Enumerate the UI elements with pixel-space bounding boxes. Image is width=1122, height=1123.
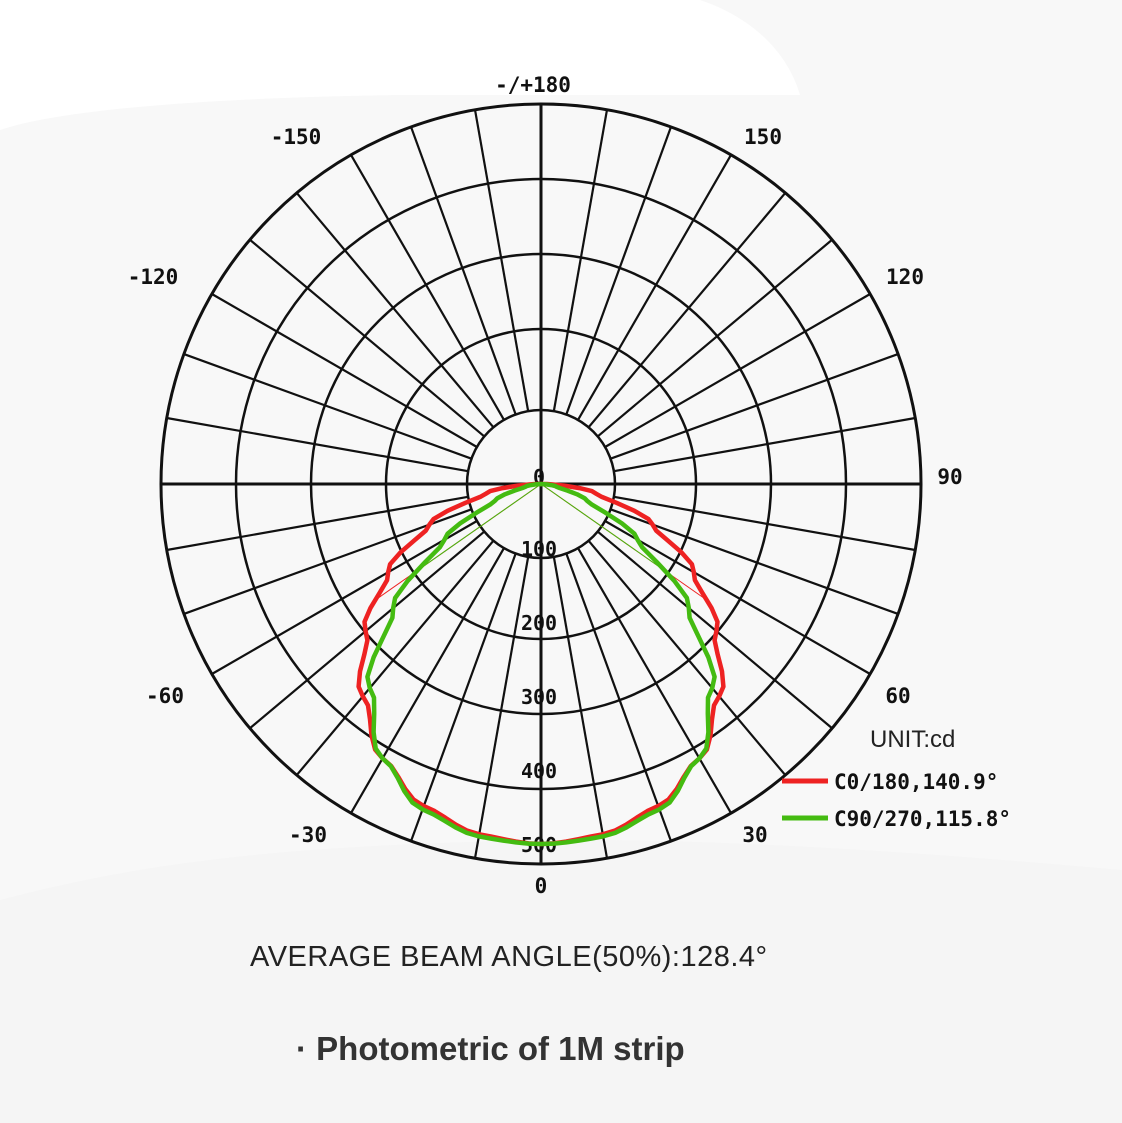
- angle-label: -150: [271, 125, 322, 149]
- grid-spoke: [350, 547, 505, 814]
- grid-spoke: [613, 495, 916, 552]
- polar-grid: [159, 102, 923, 866]
- series-layer: [356, 481, 726, 847]
- grid-spoke: [350, 154, 505, 421]
- legend-label-c0-180: C0/180,140.9°: [834, 770, 998, 794]
- average-beam-angle: AVERAGE BEAM ANGLE(50%):128.4°: [250, 941, 768, 973]
- grid-spoke: [409, 553, 517, 842]
- legend-label-c90-270: C90/270,115.8°: [834, 807, 1011, 831]
- angle-label: -30: [289, 823, 327, 847]
- angle-label: 0: [535, 874, 548, 898]
- angle-label: 90: [937, 465, 962, 489]
- grid-spoke: [166, 416, 469, 473]
- grid-spoke: [552, 556, 609, 859]
- ring-label: 300: [521, 685, 557, 709]
- ring-label: 200: [521, 611, 557, 635]
- grid-spoke: [249, 238, 486, 438]
- grid-spoke: [587, 192, 787, 429]
- angle-label: -60: [146, 684, 184, 708]
- angle-label: -/+180: [495, 73, 571, 97]
- grid-spoke: [295, 192, 495, 429]
- angle-label: 120: [886, 265, 924, 289]
- grid-spoke: [610, 352, 899, 460]
- grid-spoke: [211, 293, 478, 448]
- grid-spoke: [409, 126, 517, 415]
- grid-spoke: [613, 416, 916, 473]
- angle-label: 30: [742, 823, 767, 847]
- grid-spoke: [552, 109, 609, 412]
- grid-spoke: [604, 293, 871, 448]
- grid-spoke: [183, 508, 472, 616]
- grid-spoke: [596, 238, 833, 438]
- grid-spoke: [610, 508, 899, 616]
- grid-spoke: [587, 539, 787, 776]
- grid-spoke: [565, 553, 673, 842]
- grid-spoke: [183, 352, 472, 460]
- grid-spoke: [473, 556, 530, 859]
- series-guide-line: [540, 483, 667, 572]
- ring-label: 400: [521, 759, 557, 783]
- grid-spoke: [565, 126, 673, 415]
- angle-label: 150: [744, 125, 782, 149]
- grid-spoke: [166, 495, 469, 552]
- grid-spoke: [295, 539, 495, 776]
- grid-spoke: [473, 109, 530, 412]
- grid-spoke: [577, 154, 732, 421]
- series-guide-line: [415, 483, 542, 572]
- angle-label: 60: [885, 684, 910, 708]
- chart-caption: · Photometric of 1M strip: [296, 1030, 685, 1067]
- legend: UNIT:cd C0/180,140.9° C90/270,115.8°: [782, 726, 1011, 831]
- grid-spoke: [577, 547, 732, 814]
- unit-label: UNIT:cd: [870, 726, 955, 753]
- angle-label: -120: [128, 265, 179, 289]
- grid-spoke: [211, 520, 478, 675]
- ring-label: 100: [521, 537, 557, 561]
- grid-spoke: [604, 520, 871, 675]
